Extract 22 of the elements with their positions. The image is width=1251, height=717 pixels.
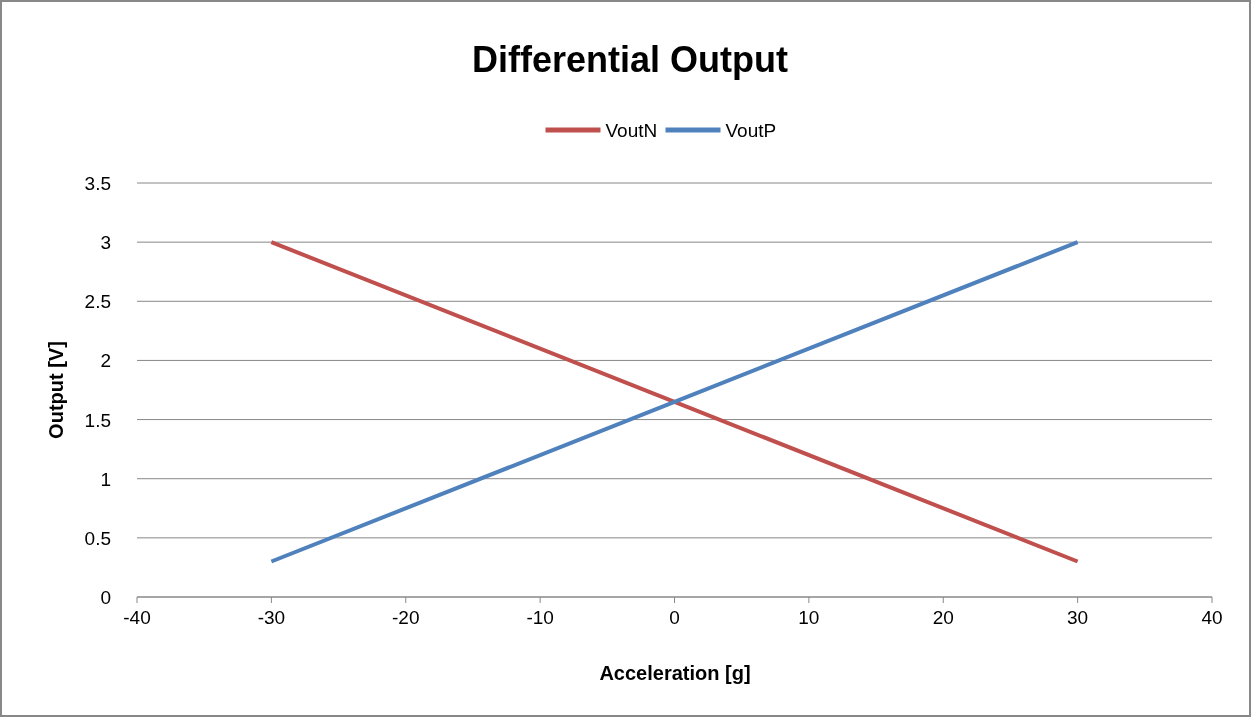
y-tick-label: 3 [100,232,111,254]
legend-label: VoutN [605,120,658,141]
x-tick-label: -40 [123,607,151,628]
x-tick-label: -10 [526,607,554,628]
x-axis-title: Acceleration [g] [599,662,751,684]
x-tick-label: 40 [1201,607,1223,628]
x-tick-label: -30 [257,607,286,628]
y-tick-label: 1.5 [84,409,111,431]
legend-label: VoutP [725,120,777,141]
y-tick-label: 2.5 [84,291,111,313]
y-tick-label: 3.5 [84,173,111,194]
x-tick-label: 20 [932,607,954,628]
x-tick-label: 30 [1067,607,1089,628]
x-tick-label: -20 [392,607,420,628]
y-tick-label: 0 [100,587,111,608]
y-tick-label: 1 [100,468,111,490]
y-tick-label: 0.5 [84,527,111,549]
y-axis-title: Output [V] [45,341,67,439]
x-tick-label: 10 [798,607,820,628]
y-tick-label: 2 [100,350,111,372]
x-tick-label: 0 [669,607,680,628]
chart-title: Differential Output [472,39,788,80]
